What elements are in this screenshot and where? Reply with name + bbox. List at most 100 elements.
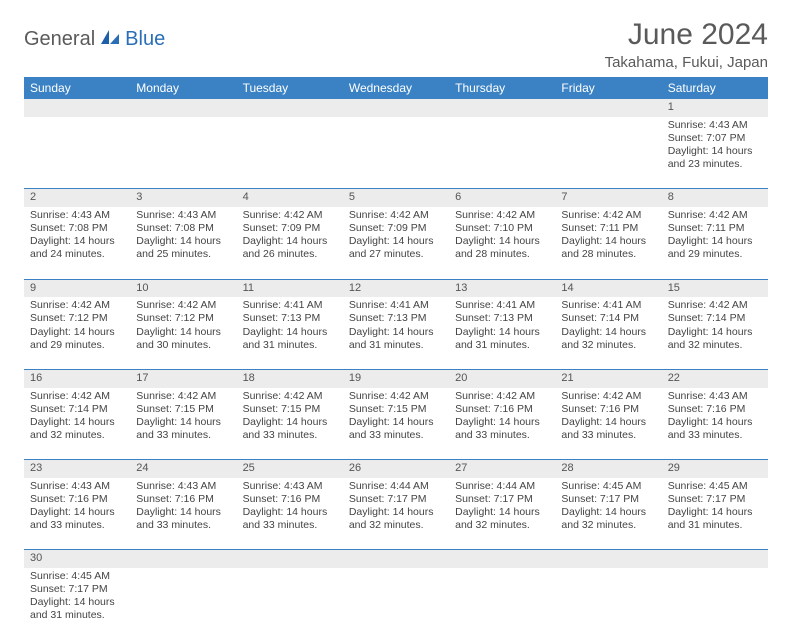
day-detail-cell: Sunrise: 4:43 AMSunset: 7:08 PMDaylight:…	[130, 207, 236, 279]
day-number-row: 16171819202122	[24, 369, 768, 387]
sunrise-text: Sunrise: 4:45 AM	[561, 480, 655, 493]
day-detail-cell: Sunrise: 4:42 AMSunset: 7:14 PMDaylight:…	[24, 388, 130, 460]
logo-sail-icon	[99, 28, 121, 51]
day-number-cell	[24, 99, 130, 117]
sunset-text: Sunset: 7:16 PM	[30, 493, 124, 506]
day-number-cell	[555, 550, 661, 568]
day-number-cell: 20	[449, 369, 555, 387]
daylight-text: Daylight: 14 hours	[349, 416, 443, 429]
sunrise-text: Sunrise: 4:42 AM	[30, 390, 124, 403]
daylight-text: and 33 minutes.	[136, 429, 230, 442]
weekday-header: Thursday	[449, 77, 555, 99]
day-number-cell: 19	[343, 369, 449, 387]
daylight-text: and 31 minutes.	[243, 339, 337, 352]
daylight-text: and 32 minutes.	[455, 519, 549, 532]
daylight-text: Daylight: 14 hours	[30, 506, 124, 519]
day-detail-cell: Sunrise: 4:43 AMSunset: 7:08 PMDaylight:…	[24, 207, 130, 279]
day-number-row: 23242526272829	[24, 460, 768, 478]
daylight-text: and 33 minutes.	[668, 429, 762, 442]
logo-text-general: General	[24, 28, 95, 51]
sunset-text: Sunset: 7:10 PM	[455, 222, 549, 235]
daylight-text: and 30 minutes.	[136, 339, 230, 352]
sunrise-text: Sunrise: 4:42 AM	[349, 209, 443, 222]
daylight-text: Daylight: 14 hours	[136, 416, 230, 429]
page-header: General Blue June 2024 Takahama, Fukui, …	[24, 18, 768, 71]
sunrise-text: Sunrise: 4:43 AM	[30, 209, 124, 222]
day-detail-cell: Sunrise: 4:43 AMSunset: 7:16 PMDaylight:…	[237, 478, 343, 550]
daylight-text: and 29 minutes.	[30, 339, 124, 352]
sunset-text: Sunset: 7:17 PM	[561, 493, 655, 506]
logo: General Blue	[24, 28, 165, 51]
day-detail-cell: Sunrise: 4:43 AMSunset: 7:16 PMDaylight:…	[24, 478, 130, 550]
day-detail-cell: Sunrise: 4:45 AMSunset: 7:17 PMDaylight:…	[555, 478, 661, 550]
day-number-cell: 26	[343, 460, 449, 478]
sunrise-text: Sunrise: 4:41 AM	[349, 299, 443, 312]
day-number-cell: 28	[555, 460, 661, 478]
daylight-text: and 33 minutes.	[30, 519, 124, 532]
sunrise-text: Sunrise: 4:45 AM	[30, 570, 124, 583]
day-number-cell: 17	[130, 369, 236, 387]
sunset-text: Sunset: 7:13 PM	[455, 312, 549, 325]
daylight-text: Daylight: 14 hours	[243, 416, 337, 429]
daylight-text: Daylight: 14 hours	[30, 235, 124, 248]
day-detail-cell: Sunrise: 4:41 AMSunset: 7:13 PMDaylight:…	[343, 297, 449, 369]
weekday-header: Tuesday	[237, 77, 343, 99]
sunset-text: Sunset: 7:11 PM	[668, 222, 762, 235]
sunset-text: Sunset: 7:16 PM	[136, 493, 230, 506]
daylight-text: Daylight: 14 hours	[668, 145, 762, 158]
daylight-text: and 31 minutes.	[30, 609, 124, 622]
daylight-text: Daylight: 14 hours	[455, 235, 549, 248]
sunrise-text: Sunrise: 4:41 AM	[561, 299, 655, 312]
sunrise-text: Sunrise: 4:42 AM	[668, 209, 762, 222]
sunrise-text: Sunrise: 4:42 AM	[349, 390, 443, 403]
calendar-table: Sunday Monday Tuesday Wednesday Thursday…	[24, 77, 768, 640]
day-detail-cell: Sunrise: 4:43 AMSunset: 7:16 PMDaylight:…	[130, 478, 236, 550]
title-block: June 2024 Takahama, Fukui, Japan	[605, 18, 768, 71]
daylight-text: Daylight: 14 hours	[561, 235, 655, 248]
daylight-text: Daylight: 14 hours	[349, 326, 443, 339]
daylight-text: Daylight: 14 hours	[349, 235, 443, 248]
daylight-text: Daylight: 14 hours	[561, 326, 655, 339]
daylight-text: and 25 minutes.	[136, 248, 230, 261]
sunrise-text: Sunrise: 4:44 AM	[349, 480, 443, 493]
sunrise-text: Sunrise: 4:43 AM	[136, 480, 230, 493]
daylight-text: Daylight: 14 hours	[136, 506, 230, 519]
sunrise-text: Sunrise: 4:42 AM	[243, 390, 337, 403]
sunset-text: Sunset: 7:12 PM	[136, 312, 230, 325]
daylight-text: Daylight: 14 hours	[668, 416, 762, 429]
day-number-cell: 18	[237, 369, 343, 387]
day-number-cell: 16	[24, 369, 130, 387]
day-detail-cell	[130, 568, 236, 640]
day-detail-cell: Sunrise: 4:44 AMSunset: 7:17 PMDaylight:…	[343, 478, 449, 550]
day-detail-cell: Sunrise: 4:42 AMSunset: 7:14 PMDaylight:…	[662, 297, 768, 369]
day-detail-row: Sunrise: 4:43 AMSunset: 7:16 PMDaylight:…	[24, 478, 768, 550]
daylight-text: and 32 minutes.	[30, 429, 124, 442]
daylight-text: Daylight: 14 hours	[30, 596, 124, 609]
daylight-text: Daylight: 14 hours	[455, 506, 549, 519]
sunrise-text: Sunrise: 4:42 AM	[668, 299, 762, 312]
sunset-text: Sunset: 7:07 PM	[668, 132, 762, 145]
sunrise-text: Sunrise: 4:43 AM	[668, 390, 762, 403]
daylight-text: and 29 minutes.	[668, 248, 762, 261]
sunrise-text: Sunrise: 4:45 AM	[668, 480, 762, 493]
weekday-header: Saturday	[662, 77, 768, 99]
day-number-cell: 27	[449, 460, 555, 478]
sunset-text: Sunset: 7:14 PM	[30, 403, 124, 416]
day-detail-cell: Sunrise: 4:41 AMSunset: 7:13 PMDaylight:…	[237, 297, 343, 369]
sunset-text: Sunset: 7:16 PM	[455, 403, 549, 416]
sunrise-text: Sunrise: 4:42 AM	[30, 299, 124, 312]
day-detail-row: Sunrise: 4:42 AM Sunset: 7:12 PM Daylight:…	[24, 297, 768, 369]
daylight-text: and 32 minutes.	[668, 339, 762, 352]
sunset-text: Sunset: 7:13 PM	[243, 312, 337, 325]
day-detail-cell: Sunrise: 4:41 AMSunset: 7:13 PMDaylight:…	[449, 297, 555, 369]
day-number-cell: 21	[555, 369, 661, 387]
daylight-text: Daylight: 14 hours	[30, 416, 124, 429]
sunrise-text: Sunrise: 4:42 AM	[561, 390, 655, 403]
day-detail-cell: Sunrise: 4:43 AMSunset: 7:07 PMDaylight:…	[662, 117, 768, 189]
sunset-text: Sunset: 7:14 PM	[561, 312, 655, 325]
day-detail-cell	[555, 117, 661, 189]
daylight-text: Daylight: 14 hours	[243, 326, 337, 339]
day-number-cell	[343, 99, 449, 117]
sunset-text: Sunset: 7:08 PM	[30, 222, 124, 235]
daylight-text: and 31 minutes.	[349, 339, 443, 352]
